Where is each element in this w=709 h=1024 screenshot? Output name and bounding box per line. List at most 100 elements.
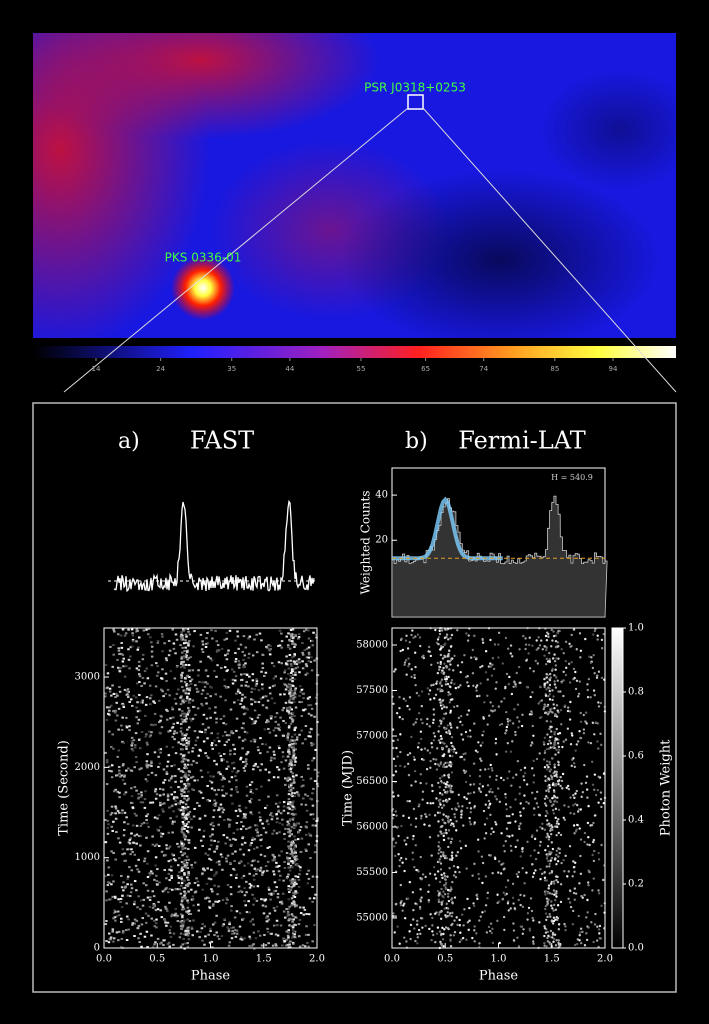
- photon: [516, 716, 519, 719]
- raster-pixel: [135, 833, 139, 836]
- photon: [582, 713, 585, 717]
- raster-pixel: [243, 707, 246, 710]
- raster-pixel: [134, 696, 138, 699]
- raster-pixel: [291, 746, 294, 749]
- raster-pixel: [275, 794, 279, 797]
- raster-pixel: [235, 876, 238, 879]
- raster-pixel: [181, 899, 184, 902]
- raster-pixel: [227, 738, 231, 741]
- photon: [435, 682, 438, 685]
- raster-pixel: [113, 630, 116, 633]
- raster-pixel: [186, 763, 190, 766]
- raster-pixel: [143, 806, 147, 809]
- raster-pixel: [183, 834, 186, 837]
- raster-pixel: [182, 664, 186, 667]
- photon: [553, 733, 556, 736]
- photon: [579, 927, 583, 930]
- raster-pixel: [181, 660, 184, 663]
- raster-pixel: [243, 673, 246, 676]
- raster-pixel: [117, 666, 120, 669]
- photon: [546, 704, 549, 708]
- raster-pixel: [177, 808, 181, 811]
- raster-pixel: [120, 886, 124, 889]
- photon: [592, 653, 595, 657]
- raster-pixel: [312, 757, 316, 760]
- raster-pixel: [149, 734, 153, 737]
- photon: [448, 797, 451, 801]
- raster-pixel: [185, 799, 189, 802]
- raster-pixel: [200, 648, 204, 651]
- photon: [420, 896, 423, 899]
- raster-pixel: [182, 642, 186, 645]
- raster-pixel: [254, 700, 257, 703]
- raster-pixel: [189, 717, 192, 720]
- raster-pixel: [291, 915, 295, 918]
- raster-pixel: [292, 754, 295, 757]
- photon: [546, 812, 549, 815]
- photon: [596, 722, 599, 725]
- photon: [547, 777, 550, 780]
- raster-pixel: [277, 809, 281, 812]
- raster-pixel: [260, 670, 263, 673]
- raster-pixel: [267, 720, 270, 723]
- raster-pixel: [223, 743, 227, 746]
- raster-pixel: [266, 927, 269, 930]
- photon: [537, 647, 540, 650]
- raster-pixel: [293, 696, 297, 699]
- photon: [522, 775, 525, 778]
- raster-pixel: [306, 672, 309, 675]
- raster-pixel: [305, 913, 308, 916]
- photon: [394, 854, 397, 858]
- photon: [550, 824, 553, 827]
- photon: [532, 936, 535, 939]
- photon: [546, 819, 549, 822]
- raster-pixel: [252, 923, 255, 926]
- raster-pixel: [181, 896, 184, 899]
- photon: [489, 662, 492, 665]
- photon: [552, 703, 555, 706]
- raster-pixel: [198, 748, 202, 751]
- photon: [528, 713, 532, 716]
- photon: [557, 923, 561, 926]
- raster-pixel: [133, 744, 137, 747]
- photon: [551, 698, 554, 702]
- raster-pixel: [250, 698, 253, 701]
- raster-pixel: [311, 875, 315, 878]
- raster-pixel: [232, 743, 235, 746]
- raster-pixel: [174, 888, 177, 891]
- raster-pixel: [235, 929, 239, 932]
- photon: [540, 872, 544, 876]
- photon: [494, 857, 497, 861]
- raster-pixel: [234, 929, 237, 932]
- raster-pixel: [253, 740, 257, 743]
- photon: [411, 851, 414, 854]
- raster-pixel: [238, 808, 241, 811]
- photon: [438, 880, 442, 884]
- photon: [569, 905, 573, 909]
- photon: [469, 811, 472, 814]
- raster-pixel: [186, 911, 190, 914]
- raster-pixel: [210, 629, 213, 632]
- raster-pixel: [160, 715, 163, 718]
- colorbar-tick-label: 65: [421, 365, 430, 373]
- photon: [562, 740, 565, 743]
- raster-pixel: [265, 646, 269, 649]
- raster-pixel: [137, 796, 141, 799]
- photon: [437, 730, 440, 733]
- raster-pixel: [243, 900, 246, 903]
- raster-pixel: [118, 670, 122, 673]
- photon: [419, 888, 422, 891]
- photon: [575, 743, 578, 746]
- raster-pixel: [291, 808, 294, 811]
- raster-pixel: [180, 760, 184, 763]
- raster-pixel: [127, 928, 130, 931]
- raster-pixel: [284, 783, 287, 786]
- photon: [441, 926, 444, 930]
- raster-pixel: [180, 633, 183, 636]
- raster-pixel: [156, 640, 160, 643]
- photon: [403, 936, 406, 939]
- photon: [465, 632, 468, 635]
- raster-pixel: [294, 850, 297, 853]
- raster-pixel: [124, 929, 128, 932]
- raster-pixel: [160, 850, 164, 853]
